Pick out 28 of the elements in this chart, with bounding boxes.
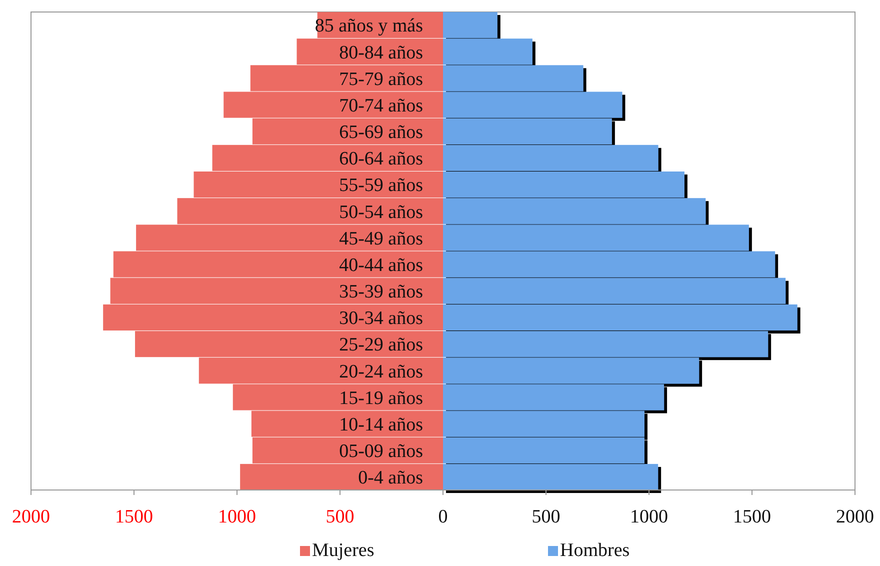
y-tick-label: 40-44 años	[339, 254, 423, 276]
y-tick-label: 15-19 años	[339, 388, 423, 409]
y-tick-label: 20-24 años	[339, 361, 423, 382]
y-tick-label: 25-29 años	[339, 334, 423, 356]
x-tick-label: 1000	[630, 506, 668, 528]
x-tick-label: 2000	[836, 506, 874, 528]
y-tick-label: 05-09 años	[339, 441, 423, 462]
x-tick-label: 500	[326, 506, 354, 528]
x-tick-label: 500	[532, 506, 560, 528]
x-tick-label: 1000	[218, 506, 256, 528]
x-tick-label: 1500	[733, 506, 771, 528]
y-tick-label: 50-54 años	[339, 202, 423, 223]
y-tick-label: 60-64 años	[339, 148, 423, 170]
y-tick-label: 35-39 años	[339, 282, 423, 303]
x-tick-label: 2000	[12, 506, 50, 528]
legend-label: Hombres	[560, 540, 630, 561]
y-tick-label: 10-14 años	[339, 414, 423, 436]
x-tick-label: 0	[438, 506, 448, 528]
y-tick-label: 0-4 años	[358, 468, 423, 489]
x-tick-label: 1500	[115, 506, 153, 528]
y-tick-label: 30-34 años	[339, 308, 423, 330]
y-tick-label: 70-74 años	[339, 95, 423, 116]
legend-label: Mujeres	[312, 540, 374, 561]
y-tick-label: 45-49 años	[339, 228, 423, 250]
y-tick-label: 65-69 años	[339, 122, 423, 144]
y-tick-label: 75-79 años	[339, 68, 423, 90]
y-tick-label: 80-84 años	[339, 42, 423, 64]
y-tick-label: 55-59 años	[339, 175, 423, 196]
